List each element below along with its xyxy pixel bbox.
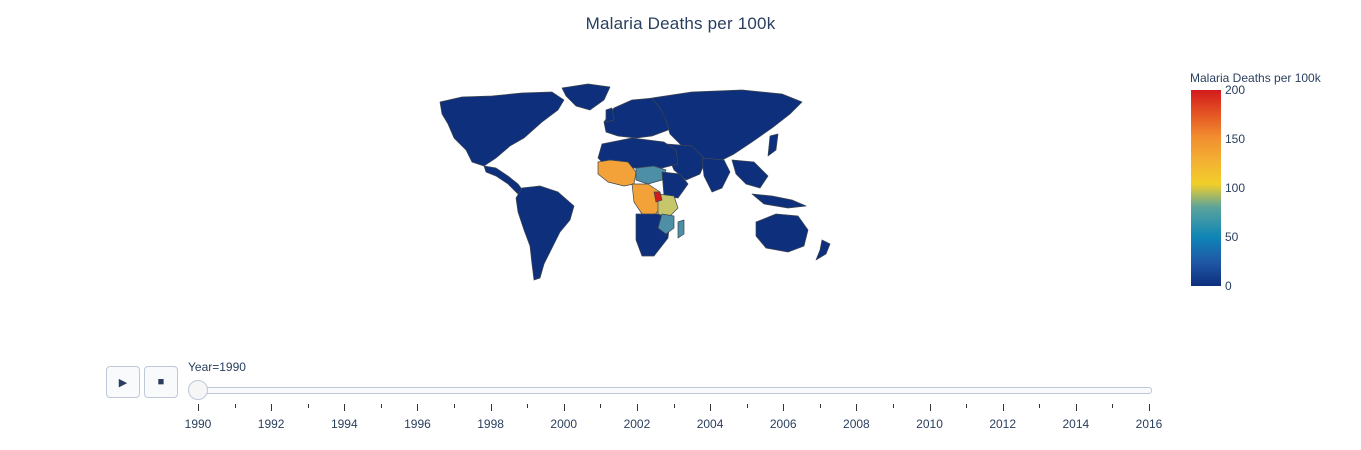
slider-tick-label: 2002 [623,417,651,431]
region-east-africa-mod[interactable] [657,193,679,219]
slider-tick-label: 1998 [477,417,504,431]
region-south-america[interactable] [515,185,575,281]
region-mozambique-mid[interactable] [657,213,675,235]
colorbar-tick-label: 0 [1225,279,1232,293]
colorbar-tick-label: 100 [1225,181,1246,195]
slider-tick [527,404,529,408]
slider-tick [819,404,821,408]
region-madagascar[interactable] [677,219,685,239]
slider-tick [454,404,456,408]
region-japan[interactable] [767,133,779,157]
slider-handle[interactable] [188,380,208,400]
colorbar-title: Malaria Deaths per 100k [1190,71,1321,85]
slider-tick [673,404,675,408]
slider-tick-label: 2014 [1062,417,1090,431]
slider-tick [1075,404,1077,411]
slider-current-label: Year=1990 [188,360,246,374]
slider-tick-label: 1992 [257,417,285,431]
slider-tick-label: 2006 [769,417,797,431]
play-icon: ▶ [118,376,128,389]
slider-tick-label: 2004 [696,417,724,431]
slider-tick-label: 2010 [916,417,943,431]
slider-tick [490,404,492,411]
slider-tick-label: 2000 [550,417,578,431]
region-sahel-mid[interactable] [635,165,667,185]
chart-title: Malaria Deaths per 100k [585,14,776,33]
play-button[interactable]: ▶ [106,366,140,398]
region-new-zealand[interactable] [815,239,831,261]
colorbar-tick-label: 200 [1225,83,1246,97]
region-russia-asia[interactable] [651,89,803,163]
colorbar-tick-label: 50 [1225,230,1239,244]
slider-tick [344,404,346,411]
slider-tick [563,404,565,411]
slider-tick [746,404,748,408]
slider-tick-label: 1996 [404,417,431,431]
slider-tick [856,404,858,411]
slider-rail[interactable] [188,387,1152,394]
slider-tick [929,404,931,411]
slider-tick-label: 1990 [184,417,212,431]
world-map[interactable] [392,80,852,285]
region-uk[interactable] [605,107,615,123]
slider-tick [417,404,419,411]
region-east-africa[interactable] [661,171,689,199]
slider-tick-label: 2008 [843,417,870,431]
slider-tick [1149,404,1150,411]
region-greenland[interactable] [561,83,611,111]
slider-tick [307,404,309,408]
slider-tick [1039,404,1041,408]
slider-tick-label: 1994 [330,417,358,431]
colorbar-tick-label: 150 [1225,132,1246,146]
region-congo-peak[interactable] [653,191,663,203]
stop-icon: ■ [157,376,165,388]
slider-tick [783,404,785,411]
slider-tick [198,404,199,411]
region-indonesia[interactable] [751,193,807,209]
slider-tick [710,404,712,411]
colorbar [1191,90,1221,286]
slider-tick [1112,404,1114,408]
slider-tick [234,404,236,408]
stop-button[interactable]: ■ [144,366,178,398]
slider-tick [892,404,894,408]
region-australia[interactable] [755,213,809,253]
region-south-asia[interactable] [701,157,731,193]
slider-tick [600,404,602,408]
slider-tick [966,404,968,408]
slider-tick [271,404,273,411]
region-central-america[interactable] [483,165,525,195]
region-se-asia[interactable] [731,159,769,189]
slider-tick [1002,404,1004,411]
slider-tick-label: 2016 [1135,417,1163,431]
slider-tick-label: 2012 [989,417,1017,431]
region-north-america[interactable] [439,91,565,167]
slider-tick [380,404,382,408]
slider-tick [636,404,638,411]
